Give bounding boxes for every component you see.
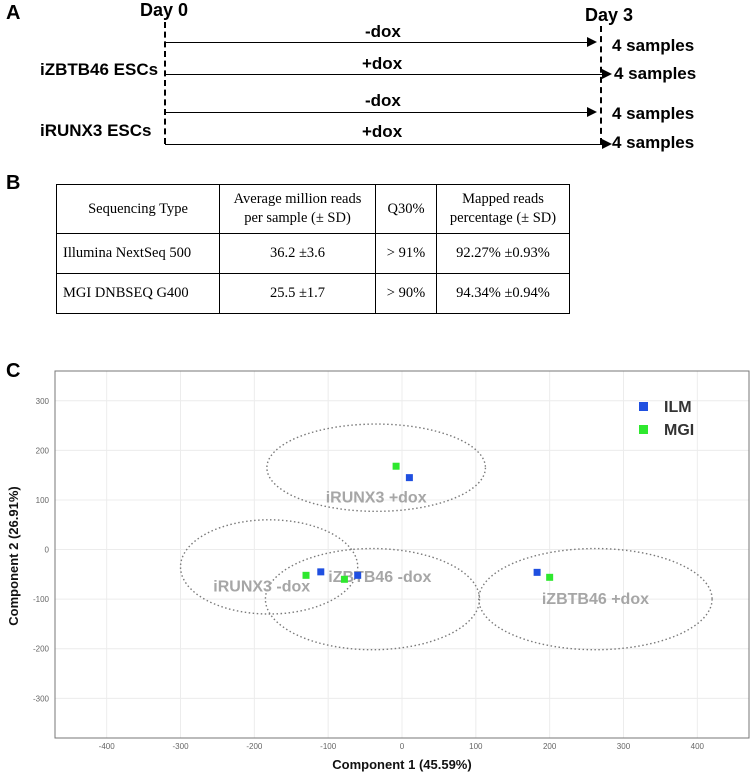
group-label: iZBTB46 +dox bbox=[542, 591, 649, 608]
x-tick-label: 300 bbox=[617, 742, 631, 751]
header-average-reads: Average million reads per sample (± SD) bbox=[219, 184, 376, 234]
group-ellipses: iRUNX3 +dox iRUNX3 -dox iZBTB46 -dox iZBTB4… bbox=[179, 423, 713, 651]
y-tick-label: -100 bbox=[33, 595, 50, 604]
panel-a-timeline: A Day 0 Day 3 iZBTB46 ESCs iRUNX3 ESCs -… bbox=[0, 0, 754, 165]
header-sequencing-type: Sequencing Type bbox=[56, 184, 220, 234]
panel-c-letter: C bbox=[6, 360, 21, 382]
data-point-ilm bbox=[533, 568, 541, 576]
header-q30: Q30% bbox=[375, 184, 437, 234]
table-cell: Illumina NextSeq 500 bbox=[56, 233, 220, 274]
header-mapped-reads: Mapped reads percentage (± SD) bbox=[436, 184, 570, 234]
day-start-dashed-line bbox=[164, 22, 166, 144]
data-point-mgi bbox=[392, 462, 400, 470]
x-tick-label: -100 bbox=[320, 742, 337, 751]
day-start-label: Day 0 bbox=[140, 0, 189, 20]
legend: ILM MGI bbox=[639, 399, 694, 439]
data-point-mgi bbox=[340, 575, 348, 583]
y-tick-label: -200 bbox=[33, 645, 50, 654]
y-tick-label: 100 bbox=[36, 496, 50, 505]
legend-label-ilm: ILM bbox=[664, 399, 692, 416]
table-cell: > 91% bbox=[375, 233, 437, 274]
day-end-dashed-line bbox=[600, 26, 602, 144]
samples-label: 4 samples bbox=[614, 64, 697, 83]
samples-label: 4 samples bbox=[612, 36, 695, 55]
y-tick-label: 300 bbox=[36, 397, 50, 406]
table-cell: > 90% bbox=[375, 273, 437, 314]
pca-scatter-chart: -400 -300 -200 -100 0 100 200 300 400 -300 -200 -10… bbox=[6, 370, 750, 772]
table-row: Illumina NextSeq 500 36.2 ±3.6 > 91% 92.… bbox=[56, 233, 570, 274]
x-tick-label: 200 bbox=[543, 742, 557, 751]
data-point-mgi bbox=[546, 573, 554, 581]
table-cell: 92.27% ±0.93% bbox=[436, 233, 570, 274]
grid bbox=[55, 371, 749, 738]
y-tick-label: 200 bbox=[36, 446, 50, 455]
samples-label: 4 samples bbox=[612, 104, 695, 123]
condition-label: -dox bbox=[365, 91, 401, 110]
table-cell: MGI DNBSEQ G400 bbox=[56, 273, 220, 314]
table-cell: 25.5 ±1.7 bbox=[219, 273, 376, 314]
y-axis-title: Component 2 (26.91%) bbox=[6, 486, 21, 625]
table-header-row: Sequencing Type Average million reads per… bbox=[56, 184, 570, 234]
group-ellipse bbox=[266, 423, 487, 513]
condition-label: +dox bbox=[362, 54, 403, 73]
data-points bbox=[302, 462, 554, 583]
condition-label: +dox bbox=[362, 122, 403, 141]
data-point-mgi bbox=[302, 571, 310, 579]
axis-ticks: -400 -300 -200 -100 0 100 200 300 400 -300 -200 -10… bbox=[33, 397, 705, 751]
samples-label: 4 samples bbox=[612, 133, 695, 152]
y-tick-label: -300 bbox=[33, 694, 50, 703]
data-point-ilm bbox=[354, 571, 362, 579]
group-ellipse bbox=[264, 547, 481, 651]
cell-line-label-irunx3: iRUNX3 ESCs bbox=[40, 121, 152, 140]
panel-a-letter: A bbox=[6, 2, 21, 24]
legend-swatch-ilm bbox=[639, 402, 648, 411]
day-end-label: Day 3 bbox=[585, 5, 634, 25]
x-axis-title: Component 1 (45.59%) bbox=[332, 757, 471, 772]
data-point-ilm bbox=[317, 568, 325, 576]
plot-frame bbox=[54, 370, 750, 739]
y-tick-label: 0 bbox=[45, 546, 50, 555]
data-point-ilm bbox=[405, 474, 413, 482]
table-cell: 36.2 ±3.6 bbox=[219, 233, 376, 274]
sequencing-stats-table: Sequencing Type Average million reads per… bbox=[56, 184, 570, 314]
group-ellipse bbox=[179, 519, 359, 615]
legend-swatch-mgi bbox=[639, 425, 648, 434]
panel-b-letter: B bbox=[6, 172, 21, 194]
x-tick-label: 100 bbox=[469, 742, 483, 751]
group-ellipse bbox=[478, 547, 713, 651]
x-tick-label: -300 bbox=[173, 742, 190, 751]
condition-label: -dox bbox=[365, 22, 401, 41]
x-tick-label: 400 bbox=[691, 742, 705, 751]
group-label: iZBTB46 -dox bbox=[328, 569, 431, 586]
cell-line-label-izbtb46: iZBTB46 ESCs bbox=[40, 60, 159, 79]
x-tick-label: -400 bbox=[99, 742, 116, 751]
x-tick-label: -200 bbox=[246, 742, 263, 751]
legend-label-mgi: MGI bbox=[664, 422, 694, 439]
group-label: iRUNX3 -dox bbox=[213, 579, 310, 596]
table-row: MGI DNBSEQ G400 25.5 ±1.7 > 90% 94.34% ±… bbox=[56, 273, 570, 314]
table-cell: 94.34% ±0.94% bbox=[436, 273, 570, 314]
x-tick-label: 0 bbox=[400, 742, 405, 751]
group-label: iRUNX3 +dox bbox=[326, 489, 427, 506]
